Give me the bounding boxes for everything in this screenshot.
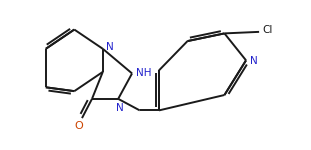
Text: Cl: Cl — [262, 25, 272, 35]
Text: N: N — [116, 103, 123, 113]
Text: NH: NH — [136, 68, 151, 78]
Text: O: O — [75, 121, 83, 131]
Text: N: N — [106, 42, 114, 52]
Text: N: N — [250, 56, 258, 66]
